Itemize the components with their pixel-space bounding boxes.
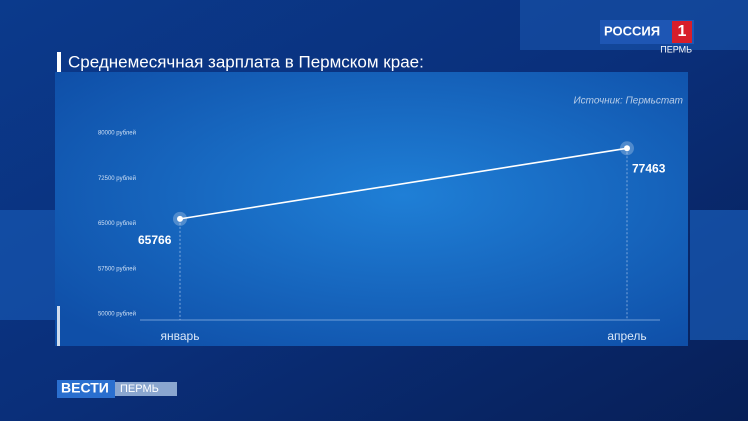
deco — [690, 210, 748, 340]
x-tick-label: январь — [161, 329, 200, 343]
x-tick-label: апрель — [607, 329, 646, 343]
y-tick-label: 65000 рублей — [98, 220, 136, 227]
channel-number-box — [672, 21, 692, 43]
point — [177, 215, 183, 222]
plot: 50000 рублей 57500 рублей 65000 рублей 7250… — [98, 130, 666, 344]
y-tick-label: 57500 рублей — [98, 265, 136, 272]
chart-title: Среднемесячная зарплата в Пермском крае: — [68, 52, 424, 71]
line — [179, 147, 628, 220]
channel-name: РОССИЯ — [604, 23, 660, 38]
y-tick-label: 80000 рублей — [98, 130, 136, 137]
program-region: ПЕРМЬ — [120, 383, 159, 395]
chart-panel — [55, 72, 688, 346]
deco — [57, 306, 60, 346]
source: Источник: Пермьстат — [574, 96, 683, 107]
y-tick-label: 50000 рублей — [98, 311, 136, 318]
deco — [0, 210, 55, 320]
program-logo-box — [57, 380, 115, 398]
y-tick-label: 72500 рублей — [98, 175, 136, 182]
point — [624, 145, 630, 152]
value-label: 77463 — [632, 161, 666, 175]
channel-number: 1 — [678, 23, 687, 40]
title-bar — [57, 52, 61, 72]
program-region-box — [115, 382, 177, 396]
program-name: ВЕСТИ — [61, 380, 109, 396]
value-label: 65766 — [138, 233, 172, 247]
channel-region: ПЕРМЬ — [660, 44, 692, 54]
